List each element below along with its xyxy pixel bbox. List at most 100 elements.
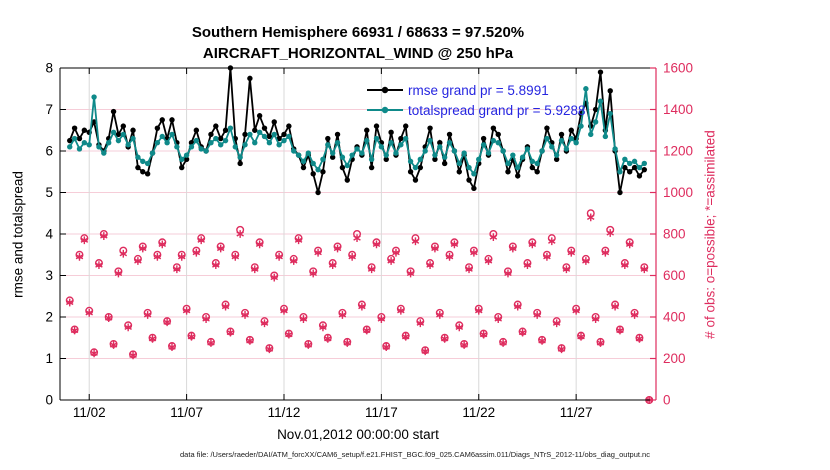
- obs-assimilated-marker: [601, 248, 610, 257]
- obs-possible-marker: [640, 263, 649, 272]
- rmse-marker: [471, 185, 477, 192]
- totalspread-marker: [359, 150, 365, 156]
- totalspread-marker: [105, 140, 112, 146]
- rmse-marker: [344, 177, 350, 183]
- rmse-marker: [398, 135, 404, 142]
- obs-possible-marker: [250, 263, 259, 272]
- obs-possible-marker: [611, 300, 620, 309]
- totalspread-marker: [622, 156, 628, 162]
- totalspread-marker: [471, 171, 477, 177]
- rmse-marker: [237, 160, 243, 167]
- totalspread-marker: [344, 162, 350, 169]
- totalspread-marker: [242, 142, 248, 148]
- totalspread-marker: [256, 129, 263, 136]
- totalspread-marker: [422, 148, 428, 154]
- right-tick-label: 800: [663, 227, 686, 242]
- obs-possible-marker: [309, 267, 318, 276]
- obs-possible-marker: [513, 300, 522, 309]
- obs-possible-marker: [465, 263, 474, 272]
- totalspread-marker: [398, 142, 404, 148]
- obs-assimilated-marker: [294, 236, 303, 245]
- totalspread-marker: [461, 150, 467, 156]
- obs-assimilated-marker: [280, 306, 288, 315]
- rmse-marker: [617, 189, 623, 196]
- obs-possible-marker: [421, 346, 430, 355]
- right-tick-label: 1000: [663, 185, 693, 200]
- totalspread-marker: [159, 133, 165, 140]
- obs-assimilated-marker: [75, 252, 84, 261]
- obs-possible-marker: [275, 250, 284, 259]
- totalspread-marker: [110, 129, 117, 136]
- totalspread-marker: [441, 154, 448, 160]
- obs-assimilated-marker: [397, 306, 405, 315]
- totalspread-marker: [130, 135, 136, 142]
- left-tick-label: 0: [45, 393, 53, 408]
- obs-possible-marker: [206, 337, 215, 346]
- rmse-marker: [427, 125, 433, 131]
- rmse-marker: [403, 123, 409, 129]
- plot-title: Southern Hemisphere 66931 / 68633 = 97.5…: [191, 24, 525, 41]
- obs-possible-marker: [528, 238, 537, 247]
- rmse-marker: [193, 127, 200, 133]
- left-tick-label: 3: [45, 268, 53, 283]
- totalspread-marker: [476, 156, 482, 162]
- rmse-marker: [120, 123, 127, 129]
- rmse-marker: [154, 125, 161, 131]
- totalspread-marker: [174, 144, 180, 150]
- totalspread-marker: [519, 154, 526, 160]
- totalspread-marker: [227, 125, 234, 131]
- rmse-marker: [558, 131, 565, 138]
- totalspread-marker: [549, 144, 555, 150]
- obs-possible-marker: [450, 238, 459, 247]
- rmse-marker: [495, 131, 501, 138]
- obs-assimilated-marker: [572, 306, 580, 315]
- obs-possible-marker: [75, 250, 84, 259]
- obs-assimilated-marker: [416, 319, 425, 328]
- obs-assimilated-marker: [197, 236, 205, 245]
- totalspread-marker: [164, 140, 170, 146]
- obs-possible-marker: [231, 250, 240, 259]
- obs-assimilated-marker: [406, 269, 415, 278]
- totalspread-marker: [183, 152, 190, 158]
- obs-possible-marker: [581, 254, 590, 263]
- obs-assimilated-marker: [139, 244, 147, 253]
- legend-label-totalspread: totalspread grand pr = 5.9288: [408, 102, 586, 118]
- rmse-marker: [607, 88, 613, 94]
- obs-possible-marker: [508, 242, 517, 251]
- obs-possible-marker: [172, 263, 181, 272]
- obs-possible-marker: [577, 331, 586, 340]
- rmse-marker: [437, 140, 443, 146]
- rmse-marker: [441, 160, 448, 167]
- obs-assimilated-marker: [319, 323, 327, 332]
- obs-assimilated-marker: [100, 232, 108, 240]
- obs-possible-marker: [284, 329, 293, 338]
- totalspread-marker: [325, 142, 331, 148]
- totalspread-marker: [295, 152, 302, 158]
- obs-assimilated-marker: [465, 265, 473, 274]
- totalspread-marker: [67, 144, 73, 150]
- obs-assimilated-marker: [134, 257, 142, 265]
- rmse-marker: [627, 169, 633, 175]
- rmse-marker: [641, 166, 648, 173]
- totalspread-marker: [364, 137, 370, 144]
- obs-possible-marker: [620, 259, 629, 268]
- obs-assimilated-marker: [212, 261, 220, 270]
- obs-assimilated-marker: [528, 240, 537, 249]
- totalspread-marker: [286, 133, 292, 140]
- totalspread-marker: [368, 156, 375, 162]
- obs-possible-marker: [167, 342, 176, 351]
- totalspread-marker: [558, 137, 565, 144]
- obs-assimilated-marker: [241, 311, 249, 319]
- totalspread-marker: [329, 150, 336, 156]
- obs-assimilated-marker: [338, 311, 347, 319]
- obs-possible-marker: [591, 313, 600, 322]
- totalspread-marker: [563, 146, 570, 152]
- obs-assimilated-marker: [202, 315, 210, 323]
- totalspread-marker: [612, 146, 618, 152]
- obs-assimilated-marker: [426, 261, 434, 270]
- obs-possible-marker: [377, 313, 386, 322]
- axis-spines: [59, 67, 657, 401]
- totalspread-marker: [261, 133, 268, 140]
- totalspread-marker: [281, 137, 287, 144]
